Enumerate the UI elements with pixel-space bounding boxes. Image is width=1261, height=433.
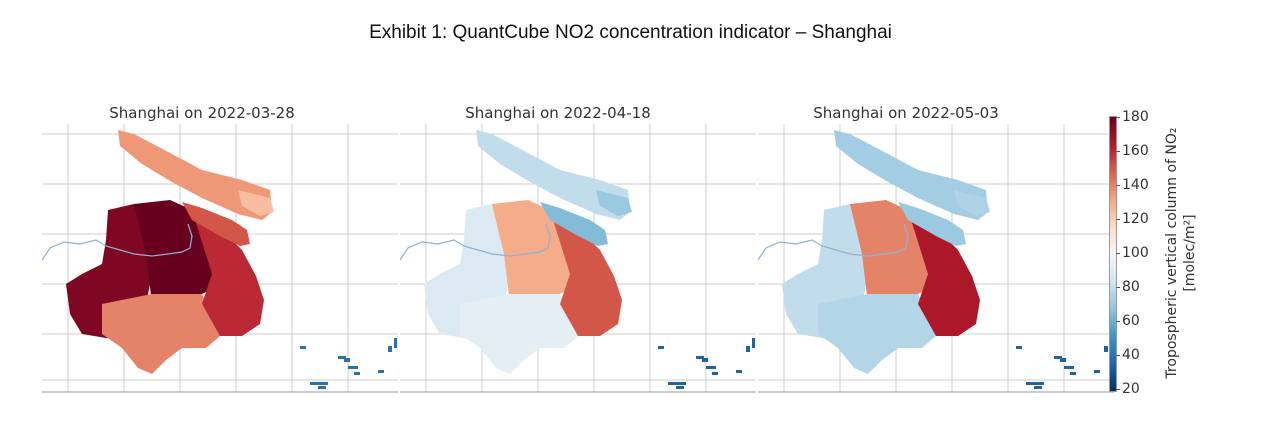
region-mainland-south [818,294,936,374]
river-line [758,223,909,261]
offshore-cell [1034,386,1042,389]
offshore-cell [1054,356,1062,359]
region-east-strip [596,190,632,216]
map-panel-2 [400,124,756,393]
colorbar-tick: 140 [1116,178,1149,192]
region-middle-island [898,202,966,246]
offshore-cell [354,372,360,375]
offshore-cell [310,382,328,385]
region-mainland-east [192,210,264,336]
colorbar-tick: 180 [1116,110,1149,124]
offshore-cell [702,358,708,362]
exhibit-title: Exhibit 1: QuantCube NO2 concentration i… [369,22,892,43]
colorbar-tick: 160 [1116,144,1149,158]
offshore-cell [736,370,742,373]
offshore-cell [712,372,718,375]
offshore-cell [338,356,346,359]
region-middle-island [182,202,250,246]
offshore-cell [668,382,686,385]
region-mainland-south [460,294,578,374]
colorbar-tick: 100 [1116,246,1149,260]
offshore-cell [1016,346,1022,349]
offshore-cell [1026,382,1044,385]
offshore-cell [318,386,326,389]
offshore-cell [378,370,384,373]
colorbar [1109,116,1117,392]
offshore-cell [706,366,716,369]
region-mainland-east [908,210,980,336]
offshore-cell [300,346,306,349]
colorbar-tick: 60 [1116,314,1140,328]
region-east-strip [238,190,274,216]
map-panel-3 [758,124,1114,393]
colorbar-tick: 120 [1116,212,1149,226]
panel-title-2: Shanghai on 2022-04-18 [465,104,651,122]
offshore-cell [676,386,684,389]
offshore-cell [658,346,664,349]
colorbar-label: Tropospheric vertical column of NO₂ [mol… [1163,103,1203,403]
colorbar-tick: 80 [1116,280,1140,294]
offshore-cell [388,346,392,352]
panel-title-1: Shanghai on 2022-03-28 [109,104,295,122]
region-north-island [476,130,630,220]
offshore-cell [1070,372,1076,375]
colorbar-label-line2: [molec/m²] [1182,214,1198,292]
panel-title-3: Shanghai on 2022-05-03 [813,104,999,122]
offshore-cell [1094,370,1100,373]
map-panel-1 [42,124,398,393]
offshore-cell [1104,346,1108,352]
region-middle-island [540,202,608,246]
offshore-cell [746,346,750,352]
river-line [42,223,193,261]
region-north-island [118,130,272,220]
offshore-cell [1064,366,1074,369]
river-line [400,223,551,261]
colorbar-tick: 40 [1116,348,1140,362]
region-mainland-east [550,210,622,336]
offshore-cell [696,356,704,359]
offshore-cell [348,366,358,369]
region-north-island [834,130,988,220]
offshore-cell [1060,358,1066,362]
region-mainland-south [102,294,220,374]
colorbar-tick: 20 [1116,382,1140,396]
colorbar-label-line1: Tropospheric vertical column of NO₂ [1164,127,1180,379]
offshore-cell [344,358,350,362]
offshore-cell [752,338,755,348]
region-east-strip [954,190,990,216]
offshore-cell [394,338,397,348]
